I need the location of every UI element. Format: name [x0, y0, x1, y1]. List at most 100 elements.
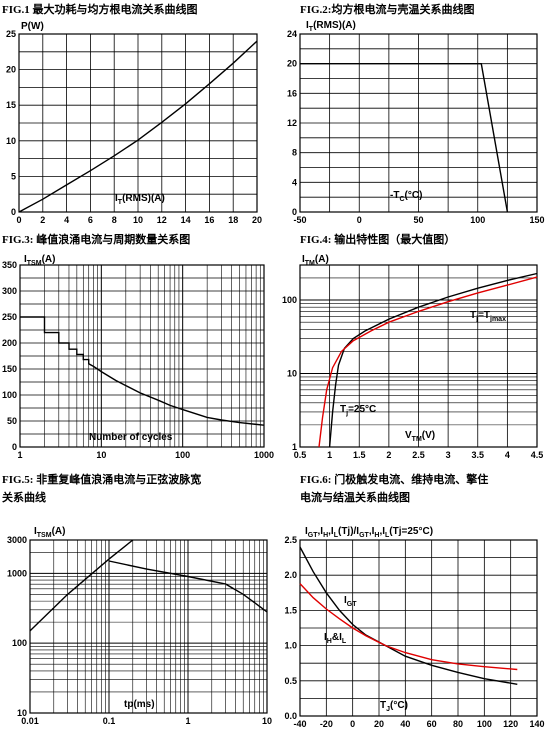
fig5-series-line [29, 539, 134, 632]
fig2-ytick-label: 12 [287, 118, 297, 128]
fig3-ytick-label: 200 [2, 338, 17, 348]
fig1-ytick-label: 0 [11, 207, 16, 217]
fig1-ylabel: P(W) [21, 21, 44, 32]
fig4-xtick-label: 2 [386, 450, 391, 460]
fig3-ylabel: ITSM(A) [24, 254, 55, 267]
fig2-xtick-label: 50 [413, 215, 423, 225]
fig4-xlabel: VTM(V) [405, 430, 435, 443]
fig1-ytick-label: 25 [6, 29, 16, 39]
fig5-caption-line1: FIG.5: 非重复峰值浪涌电流与正弦波脉宽 [2, 472, 201, 486]
fig4-xtick-label: 1 [327, 450, 332, 460]
fig5-xlabel: tp(ms) [124, 699, 155, 710]
fig1-xtick-label: 6 [88, 215, 93, 225]
fig3-series-line [20, 316, 265, 426]
fig5-xtick-label: 10 [262, 716, 272, 726]
fig3-ytick-label: 0 [12, 442, 17, 452]
fig5-ytick-label: 100 [12, 638, 27, 648]
fig5-ytick-label: 10 [17, 708, 27, 718]
fig3-ytick-label: 300 [2, 286, 17, 296]
fig4-xtick-label: 1.5 [353, 450, 366, 460]
fig6-xtick-label: -20 [320, 719, 333, 729]
fig5-xtick-label: 0.01 [21, 716, 39, 726]
fig1-xtick-label: 14 [181, 215, 191, 225]
fig5-series-line [108, 560, 268, 613]
fig2-ytick-label: 16 [287, 88, 297, 98]
fig5-grid [29, 539, 267, 714]
fig1-grid [18, 33, 258, 213]
fig6-ytick-label: 1.5 [284, 605, 297, 615]
fig1-xtick-label: 2 [40, 215, 45, 225]
fig2-xtick-label: 0 [357, 215, 362, 225]
fig5-caption-line2: 关系曲线 [2, 490, 46, 504]
fig6-ytick-label: 2.0 [284, 570, 297, 580]
fig3-ytick-label: 100 [2, 390, 17, 400]
fig6-xtick-label: 120 [503, 719, 518, 729]
fig2-xtick-label: 150 [529, 215, 544, 225]
fig4-annotation-tjmax: Tj=Tjmax [470, 310, 506, 323]
fig5-ylabel: ITSM(A) [34, 526, 65, 539]
fig6-series-line [299, 583, 518, 671]
fig3-caption: FIG.3: 峰值浪涌电流与周期数量关系图 [2, 232, 190, 246]
fig1-xtick-label: 20 [252, 215, 262, 225]
fig2-ytick-label: 0 [292, 207, 297, 217]
fig2-xtick-label: -50 [293, 215, 306, 225]
fig1-xlabel: IT(RMS)(A) [115, 193, 165, 206]
fig6-annotation-igt: IGT [344, 595, 357, 608]
fig5-xtick-label: 1 [185, 716, 190, 726]
fig3-xtick-label: 10 [96, 450, 106, 460]
fig3-ytick-label: 250 [2, 312, 17, 322]
fig1-xtick-label: 12 [157, 215, 167, 225]
fig2-ytick-label: 4 [292, 177, 297, 187]
fig4-ytick-label: 100 [282, 295, 297, 305]
fig6-xtick-label: 20 [374, 719, 384, 729]
fig6-xtick-label: 100 [477, 719, 492, 729]
fig3-ytick-label: 350 [2, 260, 17, 270]
fig4-annotation-tj25: Tj=25°C [340, 404, 376, 417]
fig6-xtick-label: 80 [453, 719, 463, 729]
fig3-ytick-label: 150 [2, 364, 17, 374]
fig6-xtick-label: 40 [400, 719, 410, 729]
fig3-xlabel: Number of cycles [89, 432, 173, 443]
fig2-xlabel: -TC(°C) [390, 190, 422, 203]
fig6-annotation-ih-il: IH&IL [324, 632, 347, 645]
fig4-series-line [318, 276, 538, 448]
fig6-ylabel: IGT,IH,IL(Tj)/IGT,IH,IL(Tj=25°C) [305, 526, 433, 539]
fig6-xtick-label: -40 [293, 719, 306, 729]
fig2-ylabel: IT(RMS)(A) [306, 20, 356, 33]
fig1-xtick-label: 8 [112, 215, 117, 225]
fig4-xtick-label: 3 [446, 450, 451, 460]
fig4-ytick-label: 1 [292, 442, 297, 452]
fig6-frame [299, 539, 538, 717]
fig6-plot: -40 -20 0 20 40 60 80 100 120 140 0.0 0.5 1.0 1.5 2.0 2… [284, 535, 544, 729]
fig5-frame [29, 539, 268, 714]
fig3-ytick-label: 50 [7, 416, 17, 426]
fig4-ytick-label: 10 [287, 369, 297, 379]
fig4-series-line [328, 272, 538, 448]
fig6-xlabel: TJ(°C) [380, 700, 408, 713]
fig1-xtick-label: 16 [204, 215, 214, 225]
fig6-xtick-label: 0 [350, 719, 355, 729]
fig1-ytick-label: 10 [6, 136, 16, 146]
fig4-xtick-label: 3.5 [471, 450, 484, 460]
fig2-ytick-label: 24 [287, 29, 297, 39]
fig5-ytick-label: 1000 [7, 568, 27, 578]
fig6-ytick-label: 0.5 [284, 676, 297, 686]
fig3-xtick-label: 100 [175, 450, 190, 460]
fig6-xtick-label: 140 [529, 719, 544, 729]
fig3-xtick-label: 1000 [254, 450, 274, 460]
fig1-frame [18, 33, 258, 213]
fig1-xtick-label: 18 [228, 215, 238, 225]
fig2-frame [299, 33, 538, 213]
fig2-grid [299, 33, 538, 213]
fig3-grid [19, 264, 264, 448]
fig5-ytick-label: 3000 [7, 535, 27, 545]
fig2-series-line [300, 63, 509, 213]
fig1-series-line [18, 40, 258, 213]
fig1-ytick-label: 20 [6, 65, 16, 75]
fig1-ytick-label: 15 [6, 100, 16, 110]
fig5-plot: 0.01 0.1 1 10 10 100 1000 3000 [7, 535, 272, 726]
fig2-ytick-label: 8 [292, 148, 297, 158]
fig6-xtick-label: 60 [427, 719, 437, 729]
fig2-xtick-label: 100 [470, 215, 485, 225]
